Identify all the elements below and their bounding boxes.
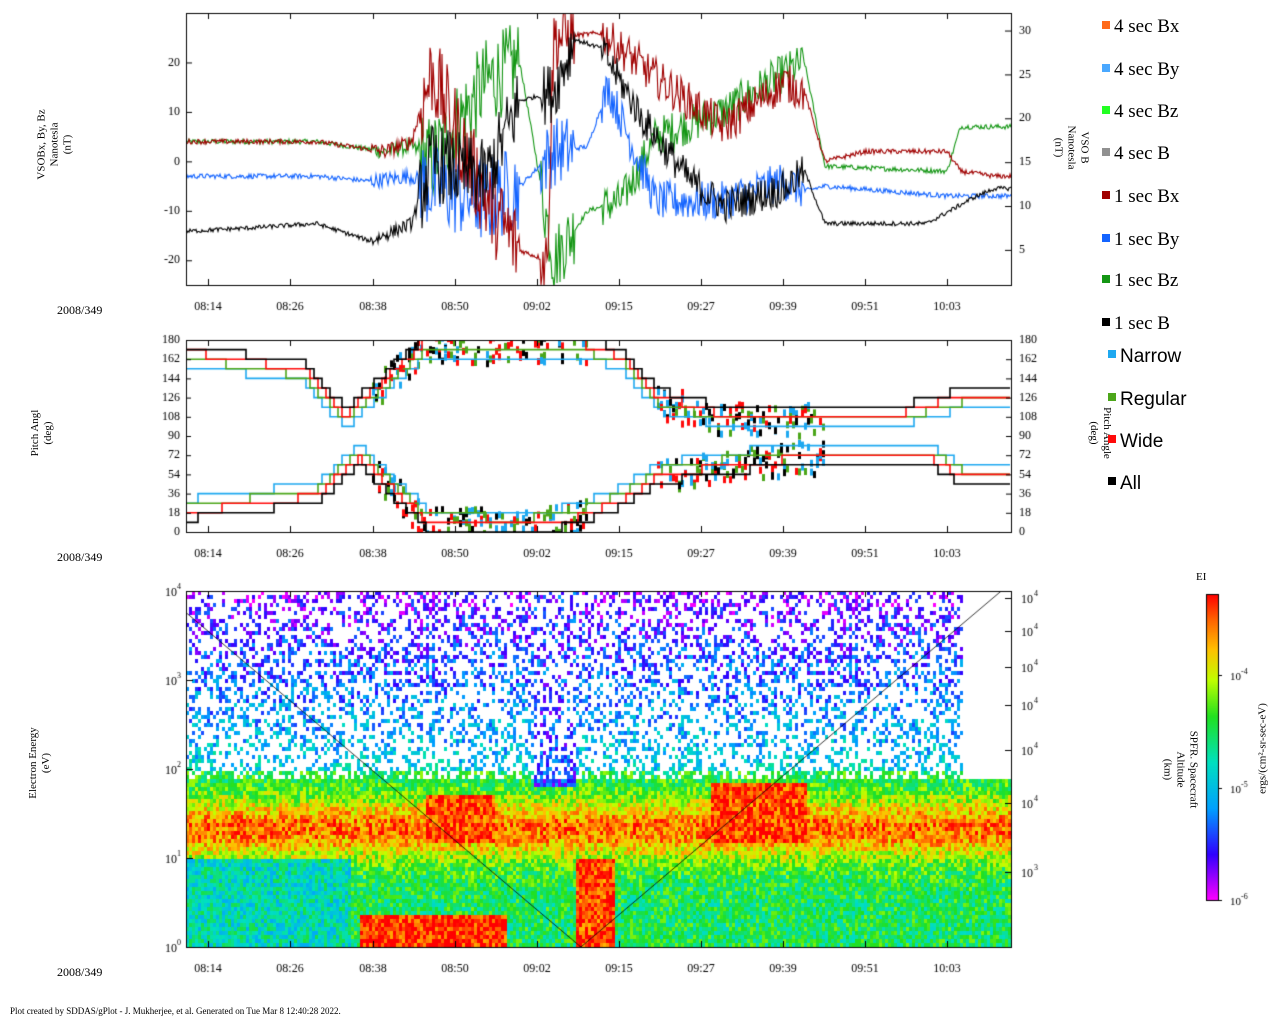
colorbar-title: EI [1196,571,1207,583]
legend-swatch [1102,274,1110,283]
legend-1sec-bx: 1 sec Bx [1102,186,1179,208]
legend-swatch [1102,233,1110,242]
legend-swatch [1102,20,1110,29]
legend-swatch [1102,317,1110,326]
legend-1sec-bz: 1 sec Bz [1102,270,1178,292]
colorbar-label: ergs/(cm²-sr-sec-eV) [1256,703,1269,794]
legend-swatch [1108,434,1116,443]
legend-4sec-bx: 4 sec Bx [1102,16,1179,38]
panel3-right-ylabel: SPFR. Spacecraft Altitude (km) [1161,730,1200,809]
legend-swatch [1102,105,1110,114]
legend-swatch [1102,147,1110,156]
legend-swatch [1102,63,1110,72]
legend-1sec-b: 1 sec B [1102,313,1170,335]
legend-regular: Regular [1108,389,1187,411]
panel2-left-ylabel: Pitch Angl (deg) [29,409,54,457]
legend-4sec-b: 4 sec B [1102,143,1170,165]
legend-4sec-bz: 4 sec Bz [1102,101,1178,123]
legend-swatch [1108,476,1116,485]
footer-credit: Plot created by SDDAS/gPlot - J. Mukherj… [10,1006,341,1016]
legend-narrow: Narrow [1108,346,1181,368]
panel1-right-ylabel: VSO B Nanotesla (nT) [1052,125,1091,170]
legend-swatch [1108,392,1116,401]
legend-4sec-by: 4 sec By [1102,59,1179,81]
legend-swatch [1108,349,1116,358]
legend-swatch [1102,190,1110,199]
legend-all: All [1108,473,1141,495]
legend-1sec-by: 1 sec By [1102,229,1179,251]
legend-wide: Wide [1108,431,1163,453]
panel3-date-label: 2008/349 [57,965,103,979]
panel1-left-ylabel: VSOBx, By, Bz Nanotesla (nT) [35,109,74,180]
panel1-date-label: 2008/349 [57,303,103,317]
panel2-date-label: 2008/349 [57,550,103,564]
panel3-left-ylabel: Electron Energy (eV) [27,727,52,799]
